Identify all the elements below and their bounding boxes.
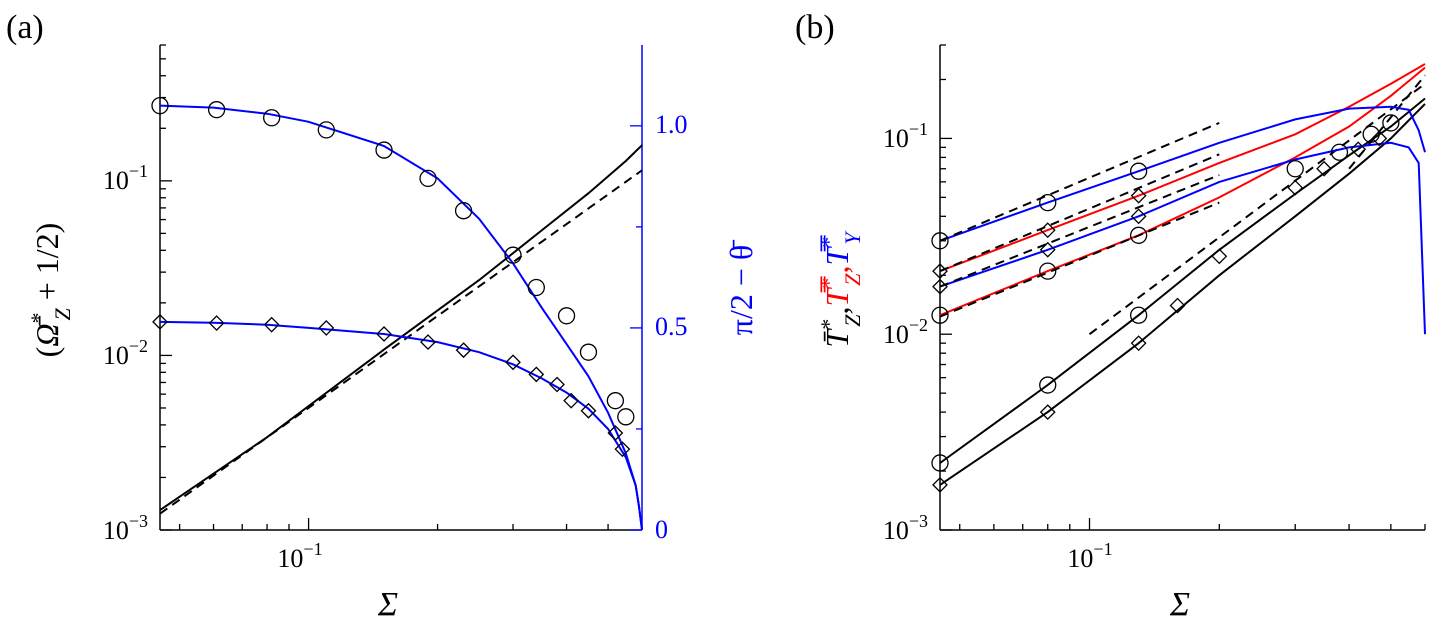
diamond-marker <box>932 263 948 280</box>
circle-marker <box>617 408 635 426</box>
circle-marker <box>1286 160 1304 178</box>
panel-a: 10−3 10−2 10−1 10−1 0 0.5 1.0 Σ (Ω̄*Z + … <box>26 44 759 623</box>
series-line-5 <box>939 63 1426 273</box>
diamond-marker <box>1350 141 1367 158</box>
a-xlabel: Σ <box>377 586 398 623</box>
circle-marker <box>454 202 473 220</box>
diamond-marker <box>1130 187 1147 204</box>
circle-marker <box>579 343 598 361</box>
circle-marker <box>419 169 437 188</box>
circle-marker <box>504 246 522 264</box>
diamond-marker <box>1039 241 1056 258</box>
panel-b: 10−3 10−2 10−1 10−1 Σ T̄*Z,T̿*Z,T̿*Y <box>816 44 1426 623</box>
b-ytick-1e-1: 10−1 <box>883 119 928 153</box>
diamond-marker <box>376 326 392 342</box>
circle-marker <box>207 101 226 119</box>
b-ytick-1e-3: 10−3 <box>883 511 928 545</box>
series-line-8 <box>939 121 1220 242</box>
panel-a-label: (a) <box>6 9 44 46</box>
diamond-marker <box>208 315 225 331</box>
panel-b-ticks <box>940 44 1426 531</box>
diamond-marker <box>263 316 280 333</box>
diamond-marker <box>1130 335 1147 352</box>
circle-marker <box>1039 376 1057 394</box>
circle-marker <box>317 121 335 139</box>
series-line-6 <box>939 105 1426 242</box>
b-xlabel: Σ <box>1169 586 1190 623</box>
series-line-0 <box>939 97 1426 464</box>
diamond-marker <box>318 319 335 336</box>
circle-marker <box>931 232 949 250</box>
panel-a-ticks <box>160 44 643 531</box>
circle-marker <box>375 141 393 159</box>
circle-marker <box>557 307 576 325</box>
series-line-3 <box>159 320 643 531</box>
diamond-marker <box>932 476 948 493</box>
circle-marker <box>931 454 949 472</box>
series-line-2 <box>159 104 643 531</box>
diamond-marker <box>420 334 436 350</box>
series-line-7 <box>939 141 1426 335</box>
diamond-marker <box>1039 404 1056 421</box>
circle-marker <box>151 96 169 115</box>
panel-b-markers <box>931 114 1400 493</box>
diamond-marker <box>1316 160 1332 177</box>
a-ylabel-right: π/2 − θ̄ <box>723 240 759 335</box>
b-xtick-1e-1: 10−1 <box>1067 539 1112 573</box>
a-rtick-10: 1.0 <box>655 110 688 139</box>
diamond-marker <box>1211 248 1228 265</box>
panel-a-series <box>159 104 643 531</box>
panel-b-label: (b) <box>795 9 835 46</box>
panel-b-series <box>939 63 1426 486</box>
diamond-marker <box>1287 179 1304 196</box>
circle-marker <box>1330 143 1349 161</box>
circle-marker <box>1382 114 1400 132</box>
b-ytick-1e-2: 10−2 <box>883 315 928 349</box>
diamond-marker <box>932 278 948 295</box>
diamond-marker <box>607 425 624 441</box>
series-line-11 <box>939 201 1220 318</box>
diamond-marker <box>563 392 580 409</box>
series-line-1 <box>159 169 643 515</box>
diamond-marker <box>1169 297 1186 314</box>
circle-marker <box>606 392 625 410</box>
circle-marker <box>1039 262 1057 280</box>
diamond-marker <box>549 376 565 393</box>
diamond-marker <box>505 354 521 371</box>
series-line-9 <box>939 153 1220 273</box>
series-line-10 <box>939 174 1220 288</box>
circle-marker <box>1362 125 1380 143</box>
diamond-marker <box>152 313 168 330</box>
b-ylabel: T̄*Z,T̿*Z,T̿*Y <box>816 230 865 348</box>
series-line-0 <box>159 144 643 511</box>
a-rtick-05: 0.5 <box>655 312 688 341</box>
a-rtick-0: 0 <box>655 515 668 544</box>
panel-a-markers <box>151 96 635 458</box>
a-ytick-1e-2: 10−2 <box>103 336 148 370</box>
diamond-marker <box>1130 208 1147 225</box>
diamond-marker <box>1371 130 1388 147</box>
series-line-2 <box>1088 82 1426 336</box>
diamond-marker <box>1039 222 1056 239</box>
diamond-marker <box>455 342 472 359</box>
series-line-4 <box>939 66 1426 317</box>
diamond-marker <box>580 402 597 419</box>
a-ytick-1e-3: 10−3 <box>103 511 148 545</box>
circle-marker <box>1129 306 1148 324</box>
circle-marker <box>1129 162 1148 180</box>
a-ytick-1e-1: 10−1 <box>103 161 148 195</box>
circle-marker <box>263 109 281 127</box>
series-line-1 <box>939 103 1426 486</box>
circle-marker <box>1039 193 1057 212</box>
diamond-marker <box>614 441 631 458</box>
circle-marker <box>527 278 545 297</box>
a-xtick-1e-1: 10−1 <box>277 539 322 573</box>
circle-marker <box>1129 226 1148 244</box>
diamond-marker <box>528 366 545 383</box>
circle-marker <box>931 306 949 324</box>
a-ylabel: (Ω̄*Z + 1/2) <box>26 223 75 358</box>
